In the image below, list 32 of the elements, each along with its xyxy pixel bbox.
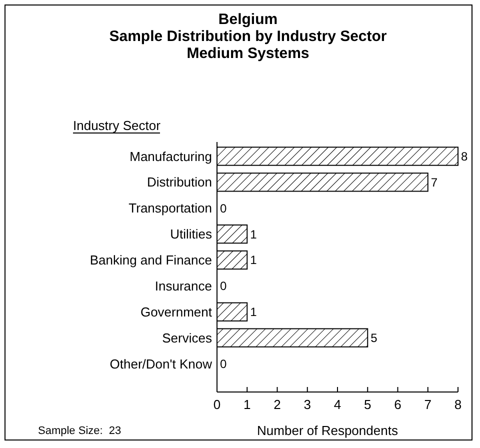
data-label: 5 xyxy=(370,331,378,345)
data-label: 0 xyxy=(220,356,227,371)
data-label: 0 xyxy=(220,201,227,216)
chart-subtitle: Sample Distribution by Industry Sector Medium Systems xyxy=(109,28,387,62)
x-tick-label: 4 xyxy=(334,397,342,412)
x-tick-label: 5 xyxy=(364,397,372,412)
x-tick-label: 1 xyxy=(244,397,251,412)
data-label: 0 xyxy=(220,279,227,294)
data-label: 7 xyxy=(430,175,438,190)
x-tick-label: 6 xyxy=(394,397,402,412)
text: Sample Size: 23 xyxy=(38,425,122,437)
data-label: 1 xyxy=(250,305,258,320)
x-tick-label: 3 xyxy=(304,397,311,412)
data-label: 1 xyxy=(250,227,258,242)
y-tick-label: Government xyxy=(140,304,212,320)
x-tick-label: 2 xyxy=(274,397,281,412)
x-axis-title: Number of Respondents xyxy=(257,423,398,438)
y-axis-title: Industry Sector xyxy=(73,118,162,133)
data-label: 1 xyxy=(250,253,258,268)
y-tick-label: Manufacturing xyxy=(130,148,212,164)
y-tick-label: Insurance xyxy=(154,278,212,294)
chart-title: Belgium xyxy=(218,11,278,28)
data-label: 8 xyxy=(461,149,468,164)
x-tick-label: 7 xyxy=(424,397,432,412)
x-tick-label: 0 xyxy=(213,397,221,412)
y-tick-label: Banking and Finance xyxy=(90,252,212,268)
y-tick-label: Utilities xyxy=(170,226,212,242)
x-tick-label: 8 xyxy=(454,397,462,412)
y-tick-label: Other/Don't Know xyxy=(110,356,213,372)
y-tick-label: Distribution xyxy=(146,174,212,190)
y-tick-label: Services xyxy=(162,330,212,346)
y-tick-label: Transportation xyxy=(128,200,212,216)
